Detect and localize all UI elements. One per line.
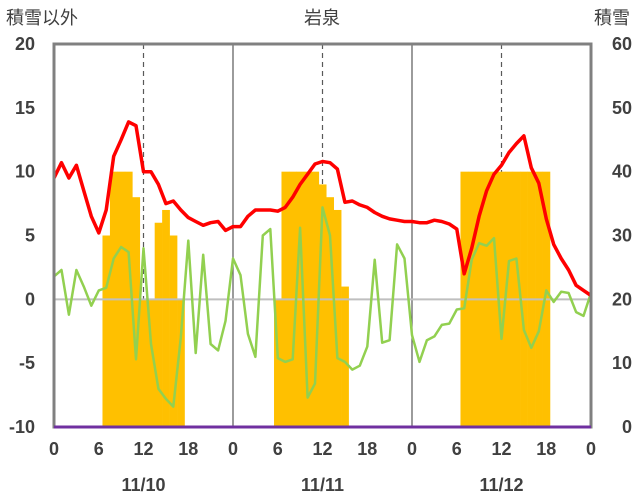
right-tick-label: 20 — [612, 289, 632, 309]
snow-depth-bar — [132, 197, 141, 427]
x-tick-label: 6 — [94, 439, 104, 459]
x-tick-label: 0 — [49, 439, 59, 459]
snow-depth-bar — [154, 222, 163, 427]
snow-depth-bar — [318, 184, 327, 427]
right-axis-title: 積雪 — [594, 8, 630, 29]
x-tick-label: 6 — [452, 439, 462, 459]
x-tick-labels: 0 6 12 18 0 6 12 18 0 6 12 18 0 — [49, 439, 596, 459]
left-tick-label: 5 — [25, 226, 35, 246]
snow-depth-bar — [326, 197, 334, 427]
temperature-line — [52, 120, 592, 297]
x-tick-label: 12 — [491, 439, 511, 459]
x-tick-label: 6 — [273, 439, 283, 459]
date-label: 11/12 — [479, 475, 523, 495]
x-tick-label: 18 — [536, 439, 556, 459]
x-tick-label: 12 — [133, 439, 153, 459]
left-tick-label: 15 — [15, 98, 35, 118]
snow-depth-bar — [162, 209, 170, 427]
snow-depth-bar — [177, 299, 185, 427]
left-tick-label: -10 — [9, 417, 35, 437]
x-tick-label: 0 — [228, 439, 238, 459]
right-tick-label: 60 — [612, 34, 632, 54]
x-tick-label: 0 — [586, 439, 596, 459]
right-tick-label: 0 — [622, 417, 632, 437]
left-tick-label: -5 — [19, 353, 35, 373]
snow-depth-bar — [147, 299, 155, 427]
series-lines — [52, 120, 593, 408]
snow-depth-bar — [139, 299, 148, 427]
snow-depth-bar — [274, 299, 282, 427]
right-tick-label: 40 — [612, 162, 632, 182]
right-tick-label: 50 — [612, 98, 632, 118]
right-tick-label: 30 — [612, 226, 632, 246]
x-tick-label: 12 — [312, 439, 332, 459]
left-tick-label: 20 — [15, 34, 35, 54]
snow-depth-bar — [169, 235, 178, 427]
date-label: 11/10 — [121, 475, 165, 495]
left-tick-label: 10 — [15, 162, 35, 182]
snow-depth-bar — [333, 209, 342, 427]
snow-depth-bar — [102, 235, 111, 427]
left-tick-labels: 20 15 10 5 0 -5 -10 — [9, 34, 35, 437]
x-tick-label: 18 — [178, 439, 198, 459]
left-axis-title: 積雪以外 — [6, 8, 78, 29]
snow-depth-bar — [341, 286, 349, 427]
green-series-line — [53, 206, 593, 408]
x-tick-label: 0 — [407, 439, 417, 459]
date-label: 11/11 — [301, 475, 344, 495]
right-tick-labels: 60 50 40 30 20 10 0 — [612, 34, 632, 437]
right-tick-label: 10 — [612, 353, 632, 373]
left-tick-label: 0 — [25, 289, 35, 309]
date-labels: 11/10 11/11 11/12 — [121, 475, 523, 495]
chart-title: 岩泉 — [304, 8, 340, 29]
x-tick-label: 18 — [357, 439, 377, 459]
